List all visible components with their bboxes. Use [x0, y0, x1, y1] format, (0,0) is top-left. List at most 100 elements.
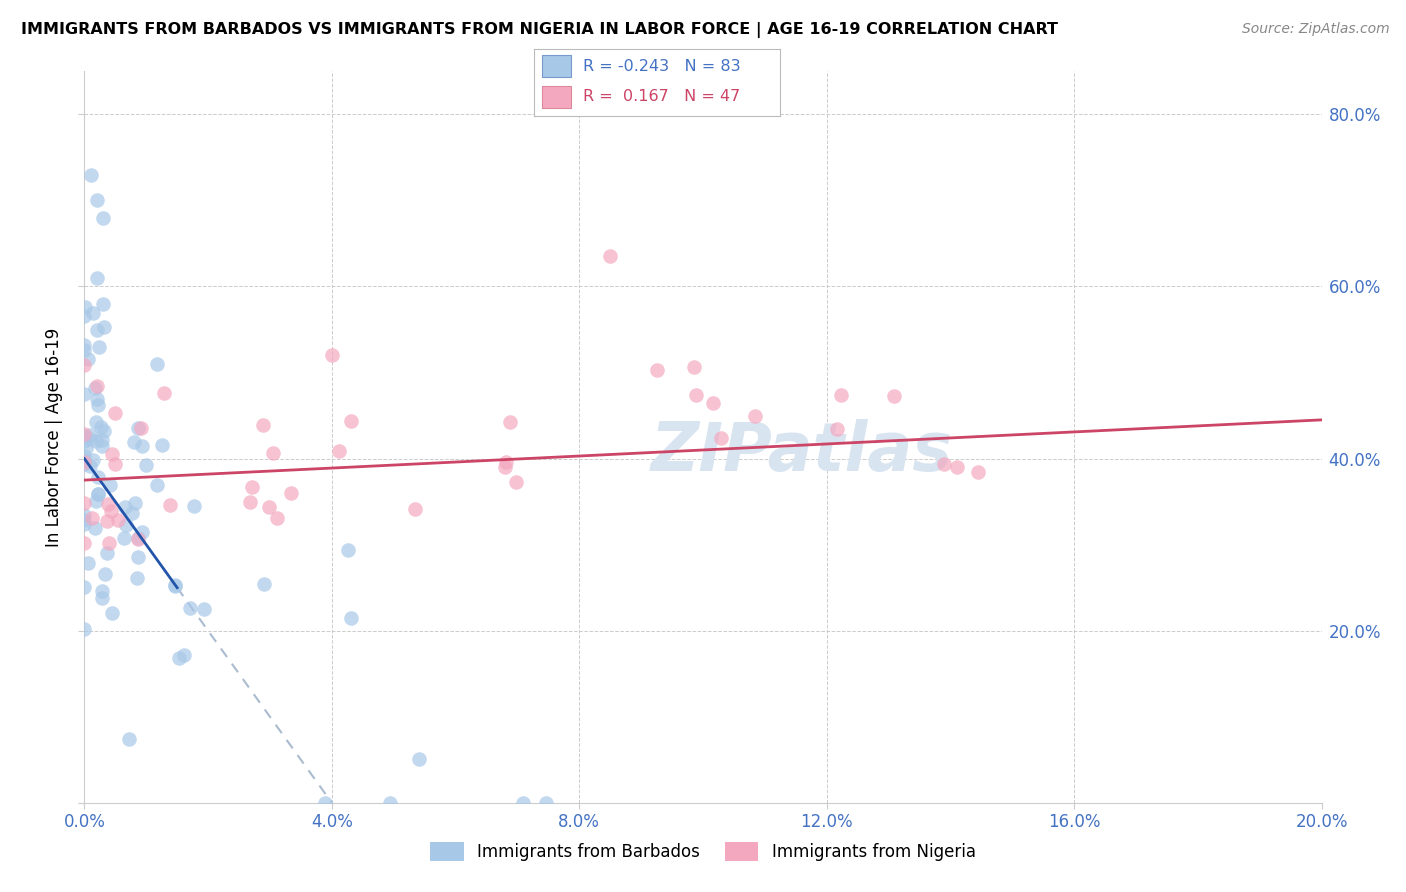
Point: [100, 504, 122, 518]
Point: [73, 536, 96, 550]
Point: [252, 418, 274, 433]
Point: [73, 495, 96, 509]
Point: [86, 415, 108, 429]
Text: R =  0.167   N = 47: R = 0.167 N = 47: [583, 89, 741, 104]
Point: [73, 449, 96, 463]
Point: [114, 500, 136, 514]
Point: [101, 606, 124, 620]
Point: [127, 531, 149, 545]
Y-axis label: In Labor Force | Age 16-19: In Labor Force | Age 16-19: [45, 327, 63, 547]
Point: [94, 567, 117, 582]
Point: [262, 446, 284, 460]
Point: [683, 360, 706, 375]
Point: [86, 322, 108, 336]
Point: [73, 309, 96, 323]
Point: [73, 300, 96, 314]
Point: [129, 421, 152, 435]
Point: [280, 485, 302, 500]
Point: [76, 351, 98, 366]
Text: ZIPatlas: ZIPatlas: [651, 418, 953, 484]
Point: [90, 591, 112, 606]
Point: [79, 432, 101, 446]
Point: [408, 751, 430, 765]
Point: [84, 493, 107, 508]
Point: [107, 513, 129, 527]
Point: [127, 571, 149, 585]
Point: [498, 415, 520, 429]
Point: [86, 194, 108, 208]
Point: [83, 381, 105, 395]
Point: [86, 379, 108, 393]
Point: [79, 427, 101, 442]
Point: [97, 535, 120, 549]
Point: [124, 435, 146, 450]
Point: [86, 470, 108, 484]
Point: [946, 460, 969, 475]
Point: [104, 457, 127, 471]
Point: [512, 796, 534, 810]
Point: [86, 434, 108, 449]
Point: [73, 386, 96, 401]
Text: Source: ZipAtlas.com: Source: ZipAtlas.com: [1241, 22, 1389, 37]
Point: [710, 431, 733, 445]
Point: [127, 550, 149, 565]
Point: [114, 518, 136, 533]
Point: [96, 514, 118, 528]
Point: [744, 409, 766, 423]
Point: [145, 357, 167, 371]
Point: [505, 475, 527, 489]
Point: [93, 320, 115, 334]
Point: [73, 358, 96, 372]
Point: [73, 516, 96, 531]
Point: [645, 363, 668, 377]
Point: [73, 426, 96, 441]
Point: [328, 444, 350, 458]
Point: [91, 583, 114, 598]
Point: [135, 458, 157, 473]
Point: [127, 421, 149, 435]
Point: [104, 406, 127, 420]
Point: [75, 441, 97, 455]
Point: [82, 306, 104, 320]
Point: [91, 433, 114, 447]
Text: IMMIGRANTS FROM BARBADOS VS IMMIGRANTS FROM NIGERIA IN LABOR FORCE | AGE 16-19 C: IMMIGRANTS FROM BARBADOS VS IMMIGRANTS F…: [21, 22, 1059, 38]
Point: [86, 271, 108, 285]
Point: [179, 600, 201, 615]
Point: [73, 343, 96, 358]
Point: [84, 521, 107, 535]
Point: [86, 392, 108, 407]
Point: [337, 542, 360, 557]
Point: [90, 420, 112, 434]
Point: [127, 532, 149, 546]
Point: [266, 511, 288, 525]
Point: [82, 452, 104, 467]
Point: [240, 480, 263, 494]
Point: [599, 249, 621, 263]
Point: [124, 496, 146, 510]
Point: [77, 556, 100, 570]
Point: [91, 439, 114, 453]
Point: [702, 396, 724, 410]
Point: [79, 458, 101, 473]
Point: [96, 546, 118, 560]
Point: [97, 497, 120, 511]
Point: [73, 453, 96, 467]
Point: [163, 579, 186, 593]
Point: [183, 500, 205, 514]
Point: [73, 512, 96, 526]
Point: [73, 508, 96, 523]
Text: R = -0.243   N = 83: R = -0.243 N = 83: [583, 59, 741, 74]
Point: [73, 622, 96, 636]
Point: [536, 796, 558, 810]
Point: [314, 796, 336, 810]
Point: [257, 500, 280, 514]
Bar: [541, 55, 571, 78]
Point: [73, 429, 96, 443]
Point: [91, 211, 114, 225]
Point: [87, 398, 110, 412]
Point: [173, 648, 195, 662]
Point: [883, 389, 905, 403]
Point: [378, 796, 401, 810]
Point: [121, 507, 143, 521]
Point: [101, 447, 124, 461]
